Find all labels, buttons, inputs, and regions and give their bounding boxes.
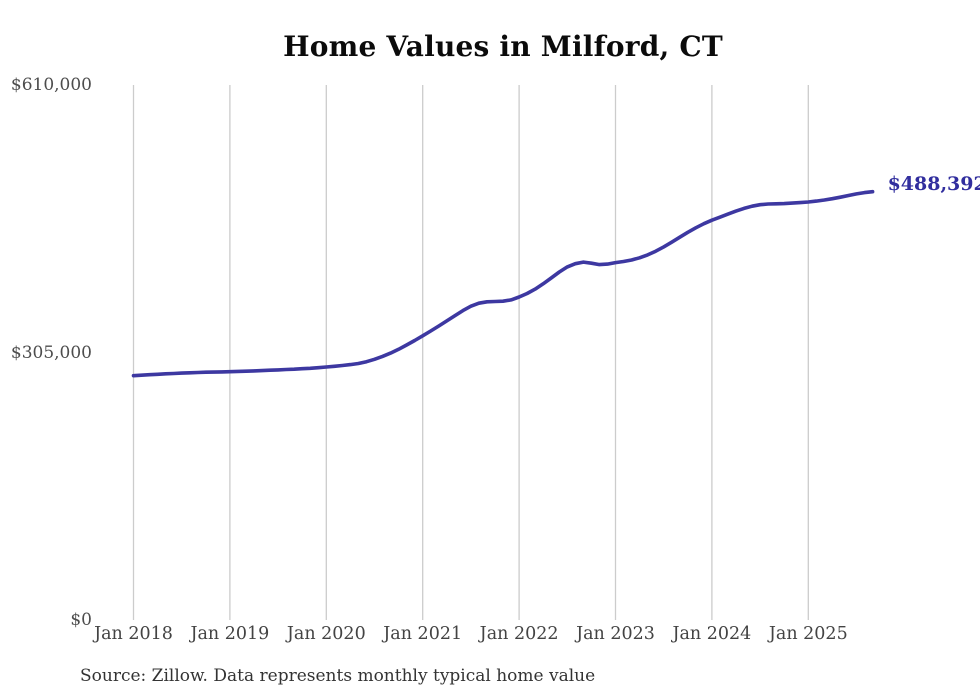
x-tick-label: Jan 2024 <box>672 624 752 644</box>
x-tick-label: Jan 2020 <box>286 624 366 644</box>
x-tick-label: Jan 2023 <box>576 624 655 644</box>
x-tick-label: Jan 2022 <box>479 624 559 644</box>
y-tick-label: $0 <box>70 610 92 630</box>
gridlines <box>132 85 809 620</box>
source-note: Source: Zillow. Data represents monthly … <box>80 666 596 686</box>
x-tick-label: Jan 2021 <box>383 624 463 644</box>
x-tick-label: Jan 2018 <box>94 624 173 644</box>
end-value-label: $488,392 <box>887 172 980 195</box>
x-tick-label: Jan 2019 <box>190 624 270 644</box>
y-tick-label: $305,000 <box>10 342 92 363</box>
x-tick-label: Jan 2025 <box>768 624 848 644</box>
home-value-line <box>131 189 875 378</box>
y-tick-label: $610,000 <box>10 75 92 95</box>
chart-title: Home Values in Milford, CT <box>283 30 723 63</box>
